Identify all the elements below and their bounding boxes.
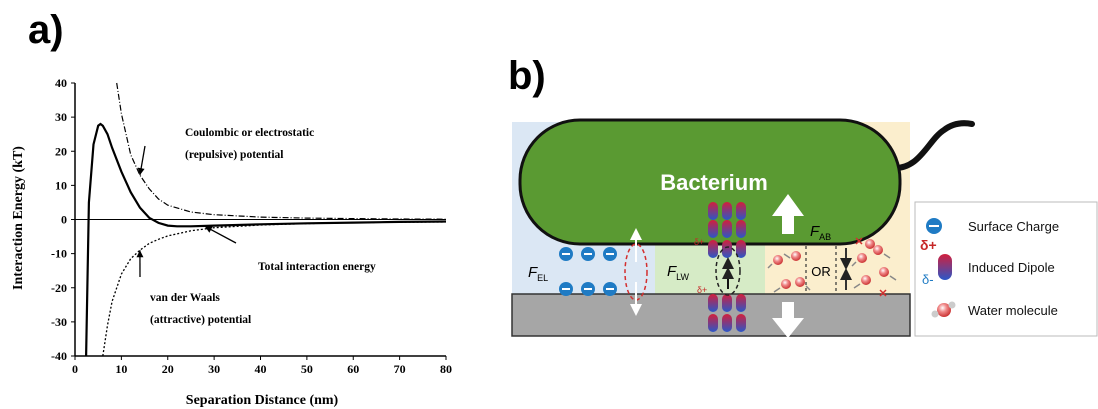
annotation-arrowhead — [136, 250, 144, 258]
x-tick-label: 50 — [301, 362, 313, 376]
annotation-arrowhead — [204, 226, 213, 233]
x-tick-label: 40 — [255, 362, 267, 376]
force-ab-label: FAB — [810, 223, 831, 242]
repulsion-arrow-down — [772, 302, 804, 338]
x-tick-label: 60 — [347, 362, 359, 376]
annotation-label: van der Waals — [150, 292, 220, 304]
x-tick-label: 0 — [72, 362, 78, 376]
y-tick-label: -40 — [51, 349, 67, 363]
flagellum — [889, 120, 975, 172]
series-line — [85, 122, 446, 356]
panel-b-label: b) — [508, 54, 546, 98]
induced-dipoles — [708, 202, 746, 332]
annotation-arrowhead — [137, 167, 145, 176]
x-tick-label: 30 — [208, 362, 220, 376]
dlvo-diagram: Bacterium FEL FLW δ+ δ+ FAB OR — [511, 118, 1098, 338]
legend-delta-minus: δ- — [922, 272, 934, 287]
annotation-label: Total interaction energy — [258, 261, 376, 273]
x-tick-label: 80 — [440, 362, 452, 376]
or-label: OR — [811, 264, 831, 279]
annotation-label: Coulombic or electrostatic — [185, 127, 314, 139]
y-tick-label: -10 — [51, 247, 67, 261]
legend-delta-plus: δ+ — [920, 237, 937, 253]
annotation-label: (attractive) potential — [150, 314, 251, 326]
lw-attraction-ellipse — [715, 246, 741, 296]
force-el-label: FEL — [528, 264, 548, 283]
legend-surface-charge: Surface Charge — [968, 219, 1059, 234]
panel-a-label: a) — [28, 8, 64, 52]
water-molecule-icon — [931, 301, 956, 318]
electrostatic-repulsion-ellipse — [624, 243, 648, 301]
series-line — [102, 221, 446, 356]
x-tick-label: 20 — [162, 362, 174, 376]
y-tick-label: 40 — [55, 76, 67, 90]
y-tick-label: 0 — [61, 213, 67, 227]
y-tick-label: -20 — [51, 281, 67, 295]
bacterium-label: Bacterium — [660, 170, 768, 195]
y-tick-label: -30 — [51, 315, 67, 329]
y-tick-label: 30 — [55, 110, 67, 124]
y-tick-label: 20 — [55, 144, 67, 158]
legend-induced-dipole: Induced Dipole — [968, 260, 1055, 275]
repulsion-arrow-up — [772, 194, 804, 234]
x-tick-label: 10 — [115, 362, 127, 376]
legend-water-molecule: Water molecule — [968, 303, 1058, 318]
y-axis-label: Interaction Energy (kT) — [11, 146, 26, 290]
x-tick-label: 70 — [394, 362, 406, 376]
dipole-delta-plus-bottom: δ+ — [697, 285, 707, 295]
interaction-energy-chart: 0 10 20 30 40 50 60 70 80 40 30 20 10 0 -10 -20 -30 -40 C… — [11, 76, 452, 408]
y-tick-label: 10 — [55, 178, 67, 192]
annotation-label: (repulsive) potential — [185, 149, 284, 161]
x-axis-label: Separation Distance (nm) — [186, 393, 339, 408]
dipole-delta-plus-top: δ+ — [694, 237, 704, 247]
water-molecules — [767, 237, 897, 297]
force-lw-label: FLW — [667, 263, 690, 282]
induced-dipole-icon — [938, 254, 952, 280]
